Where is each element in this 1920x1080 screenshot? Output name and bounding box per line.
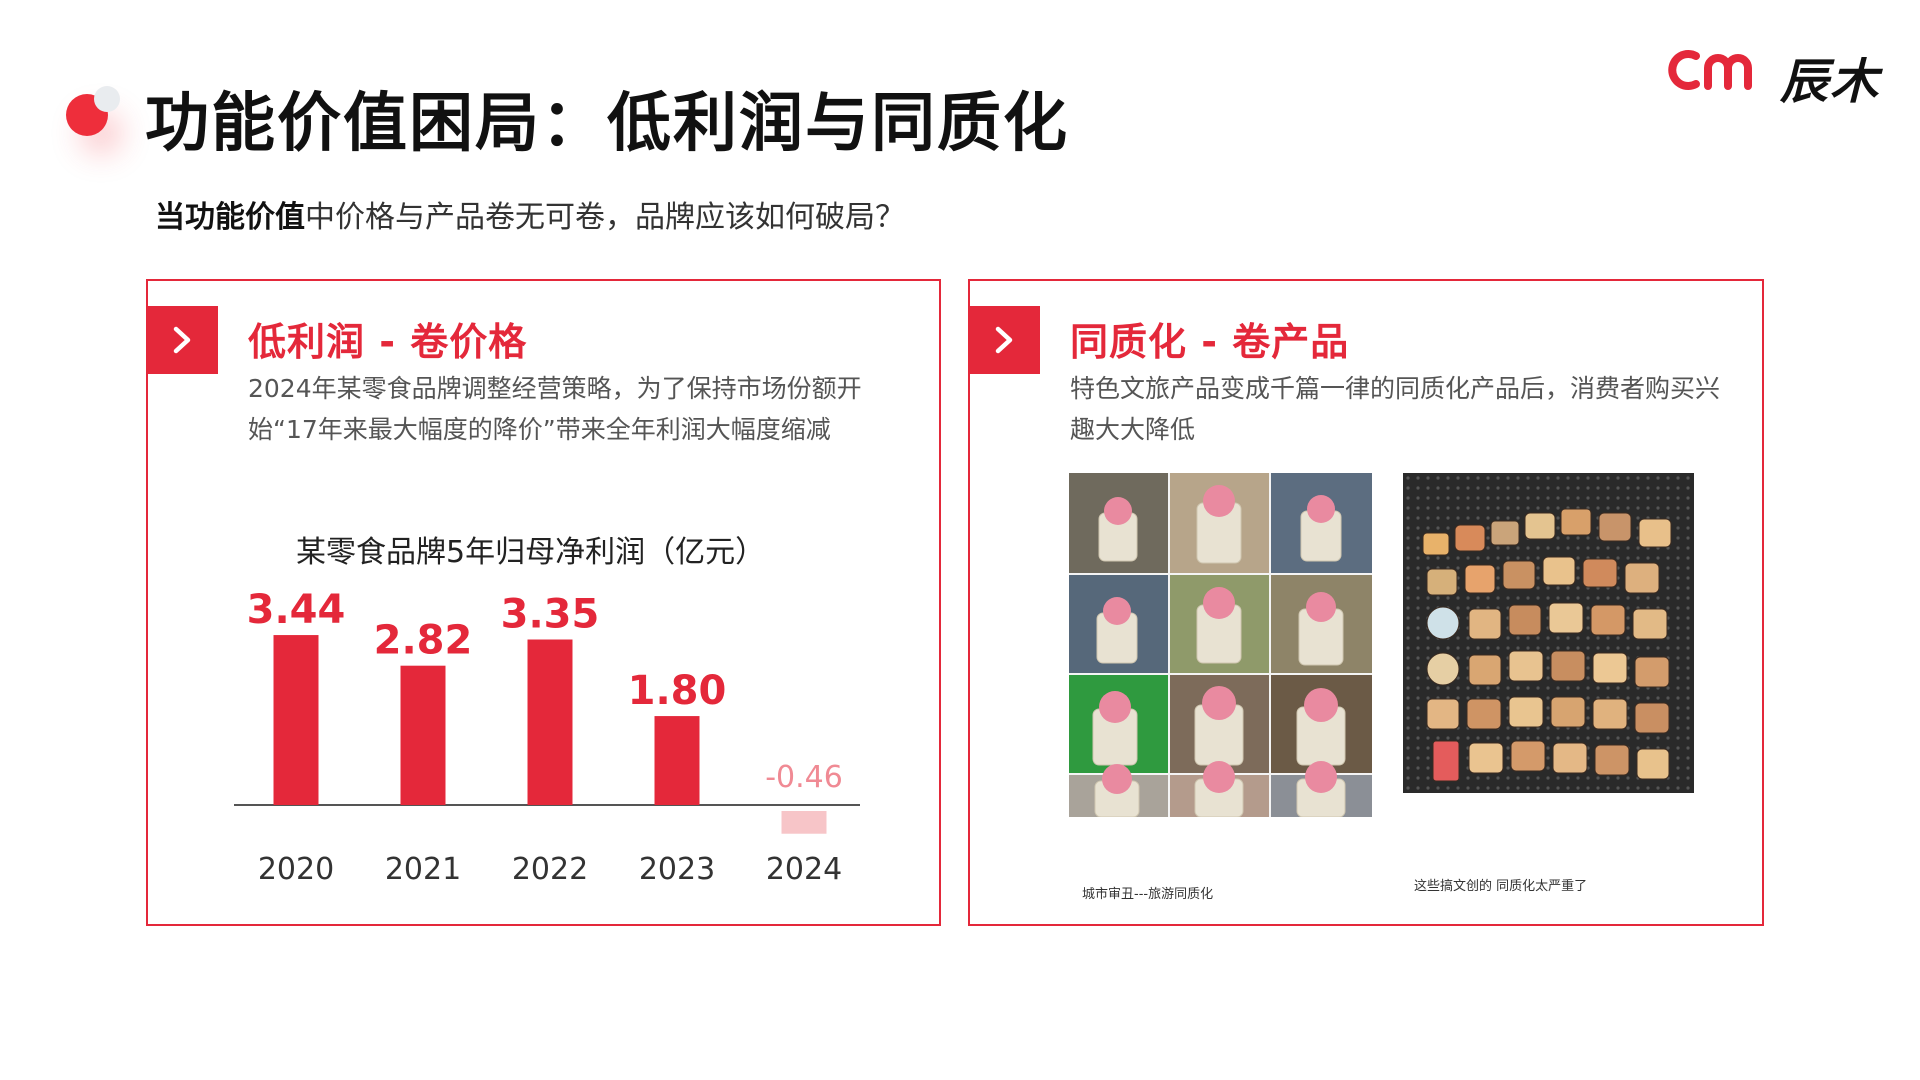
panel-description: 特色文旅产品变成千篇一律的同质化产品后，消费者购买兴趣大大降低: [1070, 374, 1721, 444]
bar-value-label-2024: -0.46: [765, 760, 843, 795]
bar-2024: [781, 811, 827, 834]
bar-value-label-2020: 3.44: [247, 587, 346, 633]
bar-value-label-2022: 3.35: [501, 592, 600, 638]
panel-tag: [148, 306, 218, 374]
fridge-magnet-wall-photo: [1403, 473, 1694, 817]
x-tick-label-2023: 2023: [639, 852, 715, 887]
bar-value-label-2023: 1.80: [628, 668, 727, 714]
bar-2020: [273, 635, 319, 805]
souvenir-cups-photo-collage: [1069, 473, 1372, 817]
brand-logo: 辰木: [1668, 40, 1890, 110]
magnet-wall-image: [1403, 473, 1694, 817]
panel-heading: 同质化 - 卷产品: [1070, 320, 1350, 364]
chevron-right-icon: [173, 326, 191, 354]
bar-2022: [527, 639, 573, 805]
subtitle-emphasis: 当功能价值: [155, 200, 305, 235]
panel-heading: 低利润 - 卷价格: [248, 320, 528, 364]
brand-logo-mark-icon: [1668, 50, 1752, 90]
low-profit-panel: 低利润 - 卷价格 2024年某零食品牌调整经营策略，为了保持市场份额开始“17…: [146, 279, 941, 926]
title-bullet-shadow: [94, 86, 120, 112]
bar-2023: [654, 716, 700, 805]
x-tick-label-2022: 2022: [512, 852, 588, 887]
page-title: 功能价值困局：低利润与同质化: [145, 87, 1069, 161]
photo-caption-right: 这些搞文创的 同质化太严重了: [1414, 879, 1588, 894]
x-tick-label-2021: 2021: [385, 852, 461, 887]
x-tick-label-2024: 2024: [766, 852, 842, 887]
panel-description: 2024年某零食品牌调整经营策略，为了保持市场份额开始“17年来最大幅度的降价”…: [248, 374, 862, 444]
subtitle-text: 中价格与产品卷无可卷，品牌应该如何破局？: [305, 200, 905, 235]
photo-collage-image: [1069, 473, 1372, 817]
bar-value-label-2021: 2.82: [374, 618, 473, 664]
panel-tag: [970, 306, 1040, 374]
chart-title: 某零食品牌5年归母净利润（亿元）: [296, 535, 766, 570]
photo-caption-left: 城市审丑---旅游同质化: [1082, 887, 1214, 902]
x-tick-label-2020: 2020: [258, 852, 334, 887]
chevron-right-icon: [995, 326, 1013, 354]
profit-bar-chart: 3.44 2020 2.82 2021 3.35 2022 1.80 2023 -0.46 202…: [234, 587, 860, 887]
homogenization-panel: 同质化 - 卷产品 特色文旅产品变成千篇一律的同质化产品后，消费者购买兴趣大大降…: [968, 279, 1764, 926]
subtitle: 当功能价值中价格与产品卷无可卷，品牌应该如何破局？: [155, 192, 905, 236]
brand-logo-text: 辰木: [1780, 54, 1881, 110]
bar-2021: [400, 665, 446, 805]
